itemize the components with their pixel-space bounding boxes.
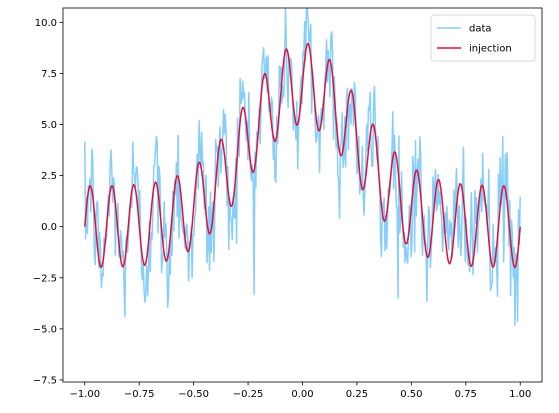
y-tick-label: −2.5 xyxy=(33,273,57,284)
x-tick-label: −0.25 xyxy=(233,389,264,400)
y-tick-label: −7.5 xyxy=(33,375,57,386)
legend-box xyxy=(430,14,536,62)
x-tick-label: 0.75 xyxy=(455,389,477,400)
y-tick-label: 7.5 xyxy=(41,69,57,80)
x-tick-label: −1.00 xyxy=(69,389,100,400)
y-axis: −7.5 −5.0 −2.5 0.0 2.5 5.0 7.5 10.0 xyxy=(33,18,63,386)
legend: data injection xyxy=(430,14,536,62)
y-tick-label: 5.0 xyxy=(41,120,57,131)
x-tick-label: −0.50 xyxy=(178,389,209,400)
series-line-injection xyxy=(84,42,521,269)
plot-area xyxy=(84,7,521,327)
x-tick-label: 0.50 xyxy=(400,389,422,400)
y-tick-label: 2.5 xyxy=(41,171,57,182)
y-tick-label: 10.0 xyxy=(35,18,57,29)
y-tick-label: 0.0 xyxy=(41,222,57,233)
axes-frame xyxy=(62,7,543,383)
y-tick-label: −5.0 xyxy=(33,324,57,335)
x-tick-label: −0.75 xyxy=(124,389,155,400)
legend-label-injection: injection xyxy=(469,44,512,55)
x-axis: −1.00 −0.75 −0.50 −0.25 0.00 0.25 0.50 0.75 1.00 xyxy=(69,382,531,400)
x-tick-label: 1.00 xyxy=(509,389,531,400)
x-tick-label: 0.00 xyxy=(291,389,313,400)
legend-label-data: data xyxy=(469,24,492,35)
x-tick-label: 0.25 xyxy=(346,389,368,400)
